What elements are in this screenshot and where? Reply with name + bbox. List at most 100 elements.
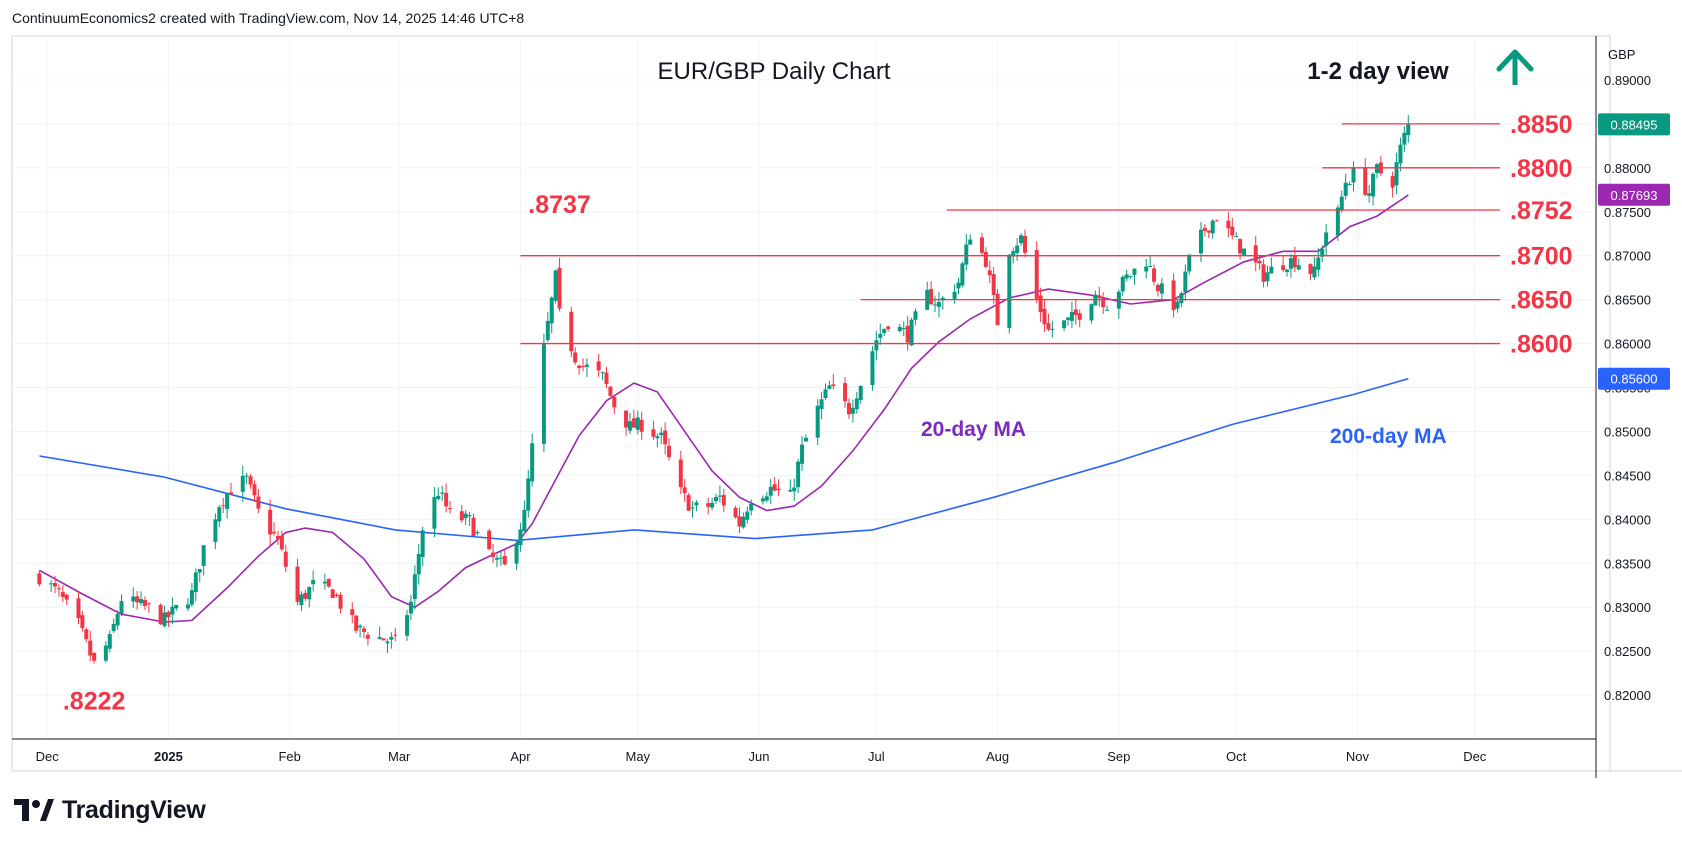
candle-up: [803, 437, 808, 442]
candle-up: [659, 432, 664, 436]
candle-up: [655, 436, 660, 439]
candle-up: [49, 583, 54, 585]
candle-down: [330, 589, 335, 599]
candle-up: [1351, 168, 1356, 183]
arrow-up-icon: [1496, 49, 1534, 85]
x-tick-label: Sep: [1107, 749, 1130, 764]
candle-up: [545, 320, 550, 340]
candle-down: [1238, 238, 1243, 254]
x-axis[interactable]: Dec 2025 Feb Mar Apr May Jun Jul Aug Sep Oct Nov Dec: [36, 749, 1487, 764]
candle-down: [272, 531, 277, 534]
candle-down: [60, 592, 65, 598]
candles: [37, 115, 1411, 664]
candle-up: [854, 398, 859, 410]
candle-up: [1265, 272, 1270, 282]
candle-down: [831, 384, 836, 387]
ma20-line: [39, 194, 1409, 623]
candle-up: [416, 553, 421, 575]
level-lines: .8850 .8800 .8752 .8700 .8650 .8600: [520, 111, 1573, 359]
candle-up: [1324, 232, 1329, 246]
candle-up: [717, 495, 722, 497]
candle-down: [229, 492, 234, 495]
candle-up: [796, 461, 801, 488]
candle-down: [733, 507, 738, 518]
candle-up: [1198, 229, 1203, 254]
candle-up: [1269, 266, 1274, 274]
price-badge: [1598, 183, 1670, 206]
candle-up: [1183, 271, 1188, 293]
candle-up: [1015, 245, 1020, 253]
candle-down: [1202, 227, 1207, 231]
candle-up: [1105, 309, 1110, 311]
candle-up: [197, 568, 202, 573]
candle-down: [1230, 226, 1235, 236]
candle-up: [1007, 254, 1012, 329]
x-tick-label: Jul: [868, 749, 885, 764]
candle-up: [1343, 182, 1348, 196]
level-label: .8600: [1510, 331, 1573, 359]
candle-up: [139, 598, 144, 604]
candle-down: [303, 592, 308, 599]
y-tick-label: 0.83000: [1604, 600, 1651, 615]
level-label: .8700: [1510, 243, 1573, 271]
candle-up: [1288, 258, 1293, 269]
candle-down: [84, 629, 89, 640]
candle-down: [1155, 284, 1160, 292]
candle-up: [115, 613, 120, 626]
candle-down: [471, 517, 476, 536]
price-badge: [1598, 113, 1670, 136]
candle-up: [186, 604, 190, 609]
candle-up: [213, 519, 218, 542]
candle-up: [225, 493, 230, 509]
chart-attribution: ContinuumEconomics2 created with Trading…: [12, 10, 525, 26]
candle-down: [334, 594, 339, 597]
candle-down: [381, 638, 386, 641]
candle-down: [53, 583, 58, 587]
candle-down: [682, 487, 687, 494]
chart-grid: [12, 36, 1596, 739]
candle-up: [1050, 328, 1055, 330]
candle-down: [991, 274, 996, 295]
chart-annotations: .8737 .8222: [63, 191, 591, 716]
candle-up: [1089, 304, 1094, 321]
y-tick-label: 0.89000: [1604, 73, 1651, 88]
candle-up: [760, 498, 765, 502]
level-label: .8650: [1510, 287, 1573, 315]
candle-down: [886, 326, 891, 330]
candle-up: [1132, 268, 1137, 275]
candle-down: [158, 604, 163, 625]
candle-down: [569, 311, 574, 352]
candle-down: [393, 634, 398, 636]
candle-up: [1062, 320, 1067, 329]
candle-down: [88, 640, 93, 656]
tradingview-logo[interactable]: TradingView: [14, 796, 206, 825]
candle-up: [909, 319, 914, 346]
candle-down: [166, 611, 171, 618]
candle-up: [377, 637, 382, 639]
candle-up: [1148, 266, 1153, 268]
candle-up: [714, 497, 718, 502]
candle-down: [573, 352, 578, 363]
candle-down: [1390, 176, 1395, 188]
candle-up: [1406, 124, 1411, 136]
candle-up: [119, 601, 124, 614]
candle-down: [350, 609, 355, 616]
candle-down: [612, 396, 617, 408]
candle-up: [1144, 266, 1149, 272]
candle-down: [256, 496, 261, 509]
candle-down: [283, 551, 288, 567]
candle-up: [307, 587, 312, 600]
candle-up: [436, 495, 441, 499]
y-tick-label: 0.88000: [1604, 161, 1651, 176]
candle-down: [221, 505, 226, 507]
y-tick-label: 0.83500: [1604, 556, 1651, 571]
y-tick-label: 0.82000: [1604, 688, 1651, 703]
candle-down: [37, 573, 42, 585]
candle-up: [741, 516, 746, 528]
candle-down: [987, 270, 992, 276]
candle-down: [487, 530, 492, 550]
candle-down: [706, 503, 711, 507]
candle-up: [107, 634, 112, 649]
level-label: .8850: [1510, 111, 1573, 139]
